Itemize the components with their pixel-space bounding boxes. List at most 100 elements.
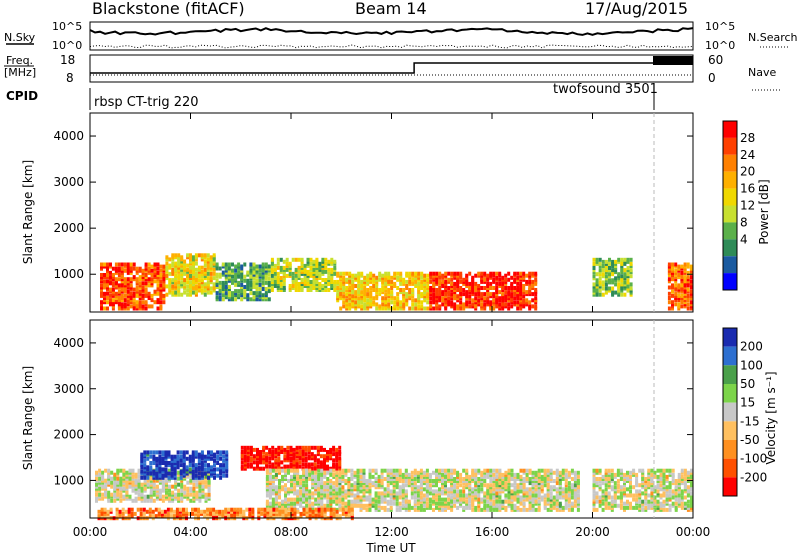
- data-cell: [278, 489, 281, 494]
- data-cell: [638, 489, 642, 494]
- data-cell: [617, 272, 621, 277]
- data-cell: [419, 470, 423, 475]
- data-cell: [290, 483, 293, 488]
- data-cell: [177, 274, 181, 278]
- data-cell: [671, 277, 674, 282]
- data-cell: [186, 269, 190, 274]
- data-cell: [531, 499, 535, 504]
- data-cell: [318, 282, 322, 286]
- data-cell: [182, 514, 185, 519]
- data-cell: [157, 514, 161, 519]
- data-cell: [441, 507, 444, 512]
- data-cell: [189, 478, 193, 483]
- data-cell: [167, 450, 171, 455]
- data-cell: [498, 306, 502, 311]
- data-cell: [153, 273, 157, 277]
- data-cell: [378, 271, 382, 276]
- data-cell: [465, 284, 469, 288]
- data-cell: [374, 503, 378, 508]
- data-cell: [295, 454, 299, 459]
- data-cell: [608, 257, 611, 262]
- data-cell: [137, 492, 141, 497]
- data-cell: [483, 277, 487, 282]
- data-cell: [360, 271, 364, 276]
- data-cell: [611, 264, 615, 268]
- data-cell: [444, 489, 447, 494]
- data-cell: [377, 474, 381, 479]
- data-cell: [231, 291, 234, 296]
- data-cell: [613, 485, 617, 490]
- data-cell: [647, 493, 651, 498]
- data-cell: [456, 477, 460, 481]
- data-cell: [359, 468, 363, 473]
- data-cell: [283, 454, 287, 459]
- data-cell: [619, 493, 623, 498]
- data-cell: [480, 286, 484, 290]
- data-cell: [314, 511, 318, 516]
- colorbar-segment: [723, 121, 737, 138]
- data-cell: [225, 465, 229, 470]
- data-cell: [407, 499, 411, 504]
- data-cell: [131, 468, 135, 473]
- nave-label: Nave: [748, 66, 776, 79]
- data-cell: [549, 499, 553, 504]
- data-cell: [378, 304, 382, 309]
- data-cell: [165, 284, 169, 289]
- data-cell: [292, 454, 296, 459]
- data-cell: [573, 499, 577, 504]
- data-cell: [438, 304, 442, 309]
- data-cell: [377, 505, 381, 510]
- data-cell: [305, 468, 309, 473]
- data-cell: [604, 288, 608, 293]
- data-cell: [552, 505, 556, 510]
- data-cell: [483, 499, 487, 504]
- data-cell: [401, 503, 405, 508]
- data-cell: [227, 285, 231, 289]
- data-cell: [171, 267, 175, 272]
- data-cell: [182, 461, 186, 465]
- data-cell: [641, 470, 645, 475]
- data-cell: [335, 493, 339, 498]
- data-cell: [368, 505, 372, 510]
- data-cell: [258, 287, 262, 291]
- data-cell: [170, 463, 174, 468]
- data-cell: [283, 450, 287, 454]
- data-cell: [356, 470, 360, 475]
- data-cell: [283, 456, 287, 461]
- data-cell: [632, 472, 636, 477]
- data-cell: [414, 284, 418, 288]
- data-cell: [486, 493, 490, 498]
- data-cell: [129, 287, 133, 292]
- data-cell: [453, 483, 457, 488]
- data-cell: [268, 460, 272, 465]
- data-cell: [595, 477, 599, 481]
- data-cell: [522, 481, 526, 486]
- data-cell: [546, 483, 550, 488]
- data-cell: [504, 505, 508, 510]
- data-cell: [525, 279, 529, 284]
- data-cell: [601, 268, 605, 273]
- data-cell: [259, 452, 262, 457]
- data-cell: [114, 268, 118, 273]
- data-cell: [438, 286, 442, 290]
- data-cell: [107, 468, 111, 473]
- data-cell: [194, 261, 198, 266]
- data-cell: [132, 293, 136, 298]
- data-cell: [507, 302, 511, 307]
- data-cell: [162, 268, 166, 273]
- data-cell: [176, 458, 180, 463]
- data-cell: [614, 282, 618, 287]
- data-cell: [486, 483, 490, 488]
- data-cell: [136, 507, 140, 512]
- data-cell: [410, 474, 414, 479]
- data-cell: [498, 284, 502, 288]
- data-cell: [629, 501, 632, 506]
- data-cell: [175, 511, 179, 516]
- data-cell: [120, 277, 124, 282]
- data-cell: [170, 471, 174, 476]
- data-cell: [246, 272, 250, 277]
- data-cell: [170, 467, 174, 472]
- data-cell: [258, 291, 262, 296]
- data-cell: [486, 302, 490, 307]
- data-cell: [326, 470, 330, 475]
